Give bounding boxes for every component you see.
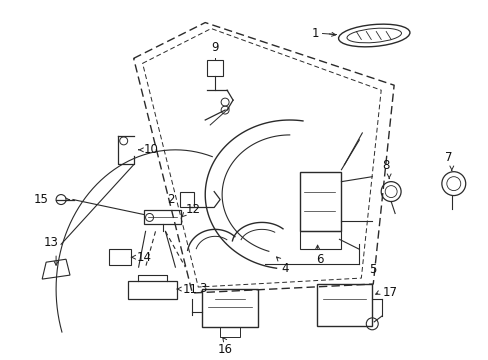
Text: 14: 14 — [136, 251, 151, 264]
Bar — [108, 249, 130, 265]
Text: 11: 11 — [182, 283, 197, 296]
Bar — [299, 172, 341, 231]
Bar — [220, 327, 240, 337]
Text: 12: 12 — [185, 203, 200, 216]
Text: 5: 5 — [368, 263, 376, 276]
Text: 17: 17 — [382, 285, 396, 298]
Bar — [180, 192, 194, 207]
Bar — [316, 284, 371, 326]
Text: 10: 10 — [143, 143, 158, 156]
Text: 4: 4 — [281, 262, 289, 275]
Bar — [299, 231, 341, 249]
Text: 2: 2 — [166, 193, 174, 206]
Text: 13: 13 — [43, 236, 59, 249]
Text: 16: 16 — [217, 343, 232, 356]
Text: 15: 15 — [33, 193, 48, 206]
Text: 3: 3 — [199, 282, 206, 295]
Text: 8: 8 — [382, 159, 389, 172]
Bar — [207, 60, 223, 76]
Text: 6: 6 — [315, 253, 323, 266]
Bar — [143, 211, 181, 224]
Bar — [127, 281, 177, 299]
Bar — [202, 289, 257, 327]
Text: 9: 9 — [211, 41, 219, 54]
Text: 7: 7 — [444, 151, 451, 164]
Text: 1: 1 — [311, 27, 319, 40]
